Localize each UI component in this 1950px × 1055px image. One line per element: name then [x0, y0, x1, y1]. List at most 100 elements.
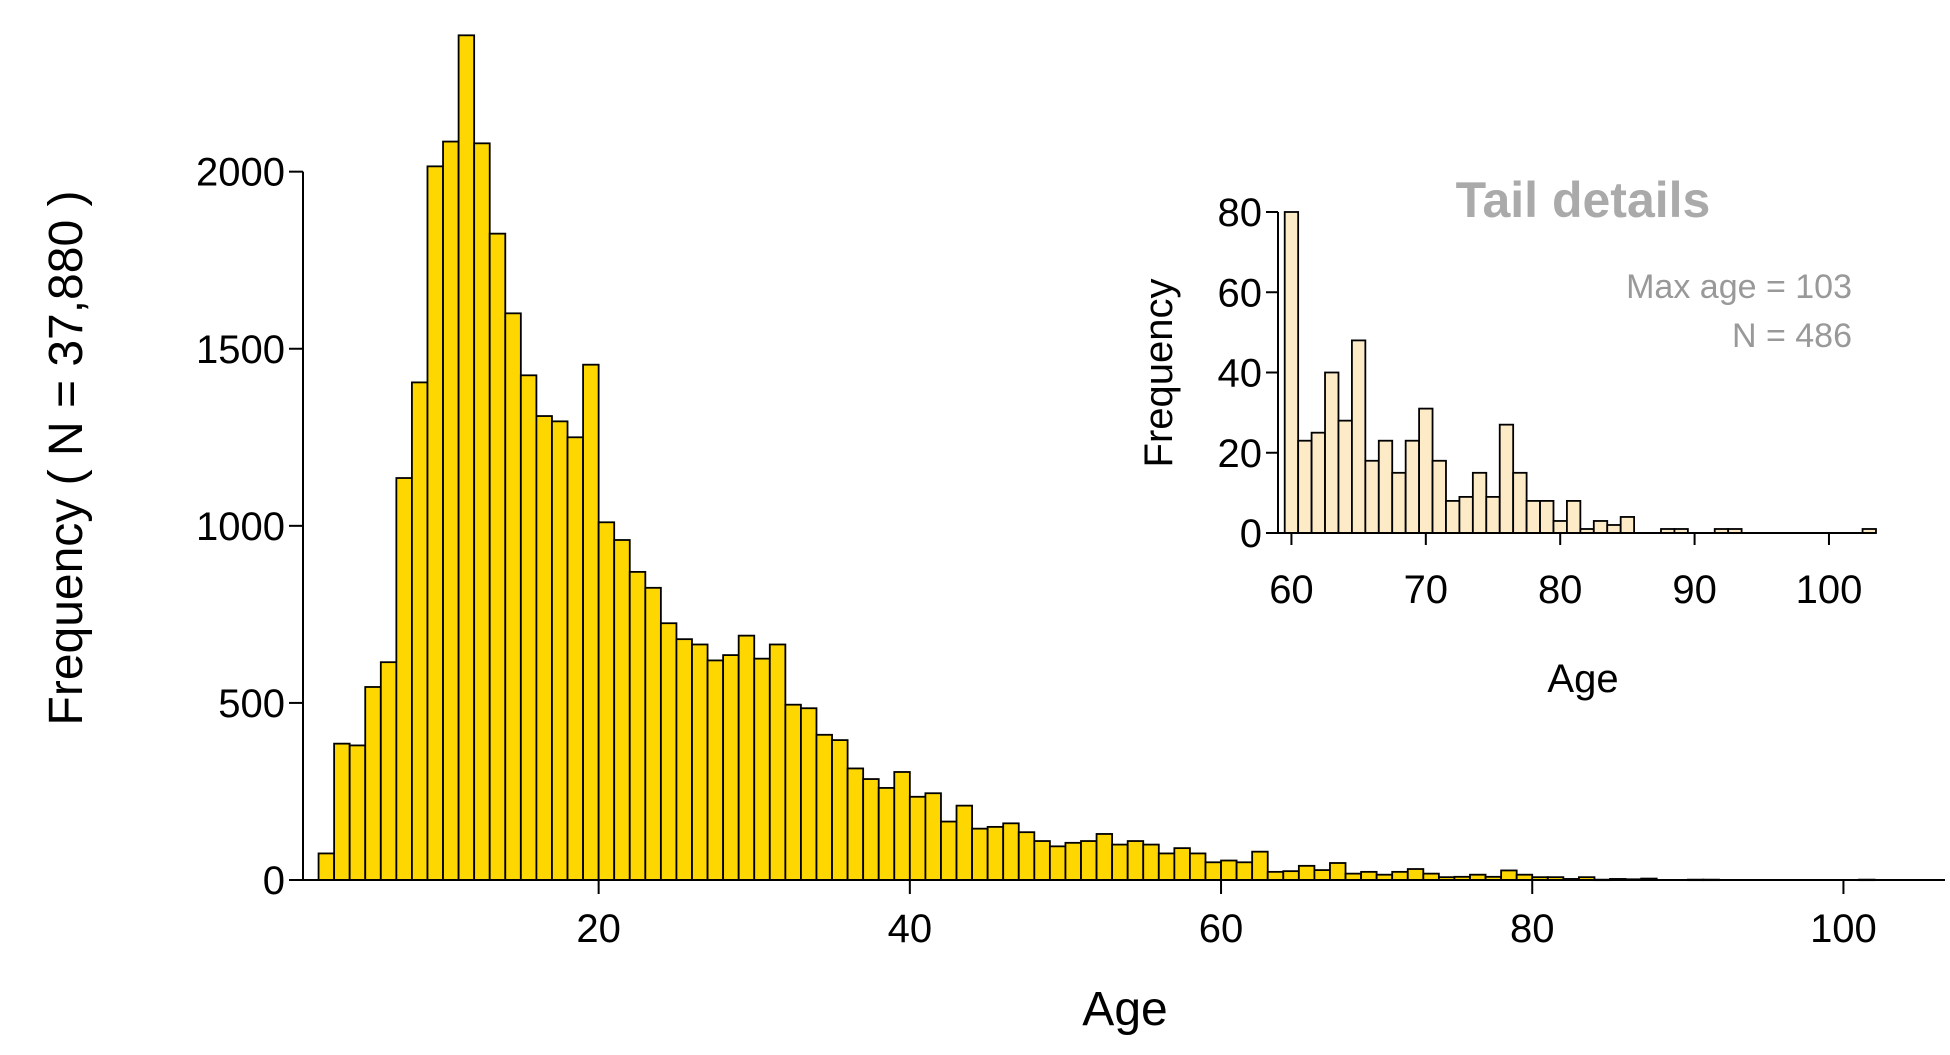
main-bar — [924, 792, 942, 881]
main-x-axis-title: Age — [1082, 983, 1167, 1036]
inset-bar — [1592, 520, 1609, 534]
main-bar — [846, 767, 865, 881]
inset-bar — [1431, 459, 1447, 534]
inset-x-tick-label: 70 — [1404, 568, 1449, 612]
main-x-tick-label: 60 — [1199, 907, 1244, 951]
main-bar — [1033, 840, 1051, 881]
main-bars — [317, 34, 1876, 882]
main-bar — [691, 643, 709, 881]
main-bar — [1173, 847, 1191, 881]
main-bar — [317, 852, 336, 881]
main-bar — [1189, 852, 1207, 881]
inset-x-tick-label: 90 — [1672, 568, 1717, 612]
main-bar — [395, 477, 413, 881]
inset-annotation-n: N = 486 — [1732, 317, 1852, 355]
main-bar — [348, 744, 367, 881]
main-bar — [1111, 843, 1129, 881]
main-bar — [1220, 859, 1238, 881]
inset-bar — [1525, 499, 1541, 534]
main-bar — [1080, 840, 1098, 881]
main-bar — [877, 787, 896, 881]
main-bar — [971, 827, 989, 881]
main-x-ticks: 20 40 60 80 100 — [576, 880, 1877, 951]
inset-title: Tail details — [1456, 172, 1711, 228]
main-bar — [597, 521, 616, 881]
inset-bar — [1377, 439, 1394, 534]
main-y-tick-label: 500 — [218, 682, 285, 726]
main-bar — [473, 142, 491, 881]
inset-bars — [1283, 211, 1877, 534]
inset-x-axis-title: Age — [1547, 657, 1618, 701]
inset-y-tick-label: 60 — [1218, 271, 1263, 315]
main-bar — [644, 586, 662, 881]
inset-y-axis-title: Frequency — [1137, 279, 1181, 468]
inset-bar — [1351, 339, 1367, 534]
main-bar — [582, 363, 600, 881]
main-bar — [862, 778, 880, 881]
main-bar — [1235, 861, 1254, 881]
inset-bar — [1337, 419, 1353, 534]
inset-bar — [1512, 471, 1528, 534]
main-bar — [1126, 840, 1145, 881]
main-bar — [1406, 868, 1425, 881]
main-bar — [566, 436, 584, 881]
main-x-tick-label: 20 — [576, 907, 621, 951]
main-bar — [1266, 870, 1285, 881]
inset-bar — [1566, 499, 1582, 534]
main-bar — [753, 657, 771, 881]
main-bar — [1017, 831, 1036, 881]
main-bar — [519, 374, 538, 881]
inset-bar — [1404, 439, 1421, 534]
main-x-tick-label: 80 — [1510, 907, 1555, 951]
main-bar — [831, 739, 849, 881]
main-bar — [1157, 852, 1176, 881]
inset-y-tick-label: 0 — [1240, 512, 1262, 556]
main-bar — [768, 643, 787, 881]
main-bar — [706, 659, 725, 881]
main-bar — [800, 707, 818, 881]
main-bar — [442, 140, 460, 881]
inset-x-tick-label: 80 — [1538, 568, 1583, 612]
inset-bar — [1391, 471, 1407, 534]
main-bar — [411, 381, 429, 881]
inset-y-ticks: 0 20 40 60 80 — [1218, 191, 1278, 556]
main-bar — [426, 165, 444, 881]
inset-bar — [1471, 471, 1488, 534]
inset-bar — [1619, 516, 1636, 534]
main-bar — [1329, 862, 1347, 881]
inset-bar — [1364, 459, 1380, 534]
main-bar — [722, 654, 740, 881]
inset-bar — [1485, 495, 1501, 534]
inset-x-tick-label: 100 — [1796, 568, 1863, 612]
main-bar — [364, 686, 382, 881]
inset-bar — [1539, 499, 1555, 534]
main-bar — [1204, 861, 1222, 881]
main-y-tick-label: 0 — [263, 859, 285, 903]
main-bar — [551, 420, 569, 881]
main-bar — [893, 771, 911, 881]
main-y-tick-label: 2000 — [196, 151, 285, 195]
main-bar — [659, 622, 678, 881]
main-bar — [535, 415, 553, 881]
main-bar — [457, 34, 476, 881]
main-bar — [1360, 870, 1378, 881]
inset-y-tick-label: 40 — [1218, 352, 1263, 396]
main-bar — [488, 232, 507, 881]
main-bar — [784, 703, 802, 881]
main-bar — [1313, 869, 1331, 881]
inset-bar — [1418, 407, 1434, 534]
main-y-axis-title: Frequency ( N = 37,880 ) — [40, 191, 93, 726]
main-bar — [1048, 845, 1067, 881]
main-bar — [815, 733, 833, 881]
inset-bar — [1324, 371, 1340, 534]
inset-y-tick-label: 20 — [1218, 432, 1263, 476]
main-bar — [1297, 864, 1316, 881]
main-bar — [737, 634, 756, 881]
main-y-ticks: 0 500 1000 1500 2000 — [196, 151, 303, 903]
inset-bar — [1552, 520, 1568, 534]
main-bar — [613, 539, 631, 881]
main-bar — [333, 742, 351, 881]
main-bar — [955, 804, 973, 881]
inset-bar — [1458, 495, 1474, 534]
